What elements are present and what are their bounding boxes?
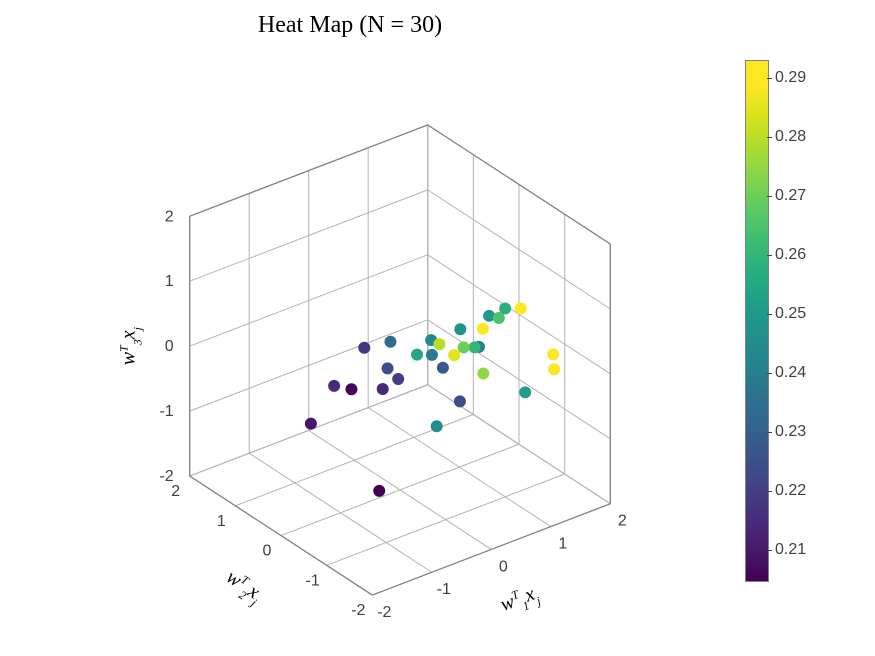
svg-text:0: 0 — [165, 338, 174, 355]
colorbar-tick-line — [767, 137, 772, 138]
chart-title: Heat Map (N = 30) — [0, 12, 700, 39]
data-point — [377, 383, 389, 395]
colorbar-tick-label: 0.23 — [775, 423, 806, 441]
colorbar-tick-label: 0.22 — [775, 482, 806, 500]
data-point — [477, 323, 489, 335]
data-point — [345, 383, 357, 395]
data-point — [454, 323, 466, 335]
svg-text:0: 0 — [263, 543, 272, 560]
colorbar-tick-line — [767, 196, 772, 197]
colorbar-tick-line — [767, 491, 772, 492]
svg-text:wT1xj: wT1xj — [497, 581, 543, 621]
data-point — [547, 348, 559, 360]
colorbar-tick-line — [767, 78, 772, 79]
data-point — [519, 386, 531, 398]
colorbar-tick-line — [767, 255, 772, 256]
data-point — [328, 380, 340, 392]
svg-text:1: 1 — [165, 273, 174, 290]
colorbar-gradient — [745, 60, 769, 582]
svg-text:2: 2 — [165, 208, 174, 225]
data-point — [477, 368, 489, 380]
svg-text:-2: -2 — [351, 602, 365, 619]
colorbar: 0.21 0.22 0.23 0.24 0.25 0.26 0.27 0.28 0.29 — [745, 60, 845, 580]
data-point — [411, 349, 423, 361]
data-point — [426, 349, 438, 361]
svg-text:-1: -1 — [159, 403, 173, 420]
data-point — [548, 363, 560, 375]
colorbar-tick-label: 0.29 — [775, 69, 806, 87]
colorbar-tick-label: 0.26 — [775, 246, 806, 264]
data-point — [384, 336, 396, 348]
data-point — [392, 373, 404, 385]
data-point — [448, 349, 460, 361]
svg-text:wT3xj: wT3xj — [117, 326, 145, 365]
colorbar-tick-line — [767, 550, 772, 551]
data-point — [493, 312, 505, 324]
data-point — [437, 362, 449, 374]
data-point — [305, 418, 317, 430]
colorbar-tick-label: 0.27 — [775, 187, 806, 205]
data-point — [358, 342, 370, 354]
svg-text:2: 2 — [618, 513, 627, 530]
colorbar-tick-label: 0.24 — [775, 364, 806, 382]
svg-text:wT2xj: wT2xj — [220, 565, 268, 610]
data-point — [469, 341, 481, 353]
svg-text:0: 0 — [499, 558, 508, 575]
data-point — [373, 485, 385, 497]
colorbar-tick-line — [767, 373, 772, 374]
data-point — [515, 302, 527, 314]
data-point — [433, 338, 445, 350]
svg-text:1: 1 — [217, 513, 226, 530]
svg-text:-1: -1 — [306, 572, 320, 589]
chart-container: Heat Map (N = 30) -2-1012-2-1012-2-1012w… — [0, 0, 875, 656]
colorbar-tick-label: 0.25 — [775, 305, 806, 323]
svg-text:1: 1 — [558, 536, 567, 553]
data-point — [382, 362, 394, 374]
svg-text:2: 2 — [171, 483, 180, 500]
svg-text:-2: -2 — [377, 604, 391, 621]
colorbar-tick-label: 0.28 — [775, 128, 806, 146]
svg-text:-2: -2 — [159, 468, 173, 485]
data-point — [458, 341, 470, 353]
data-point — [454, 395, 466, 407]
colorbar-tick-line — [767, 432, 772, 433]
colorbar-tick-label: 0.21 — [775, 541, 806, 559]
data-point — [431, 420, 443, 432]
svg-text:-1: -1 — [437, 581, 451, 598]
colorbar-tick-line — [767, 314, 772, 315]
scatter3d-plot: -2-1012-2-1012-2-1012wT1xjwT2xjwT3xj — [40, 50, 720, 650]
